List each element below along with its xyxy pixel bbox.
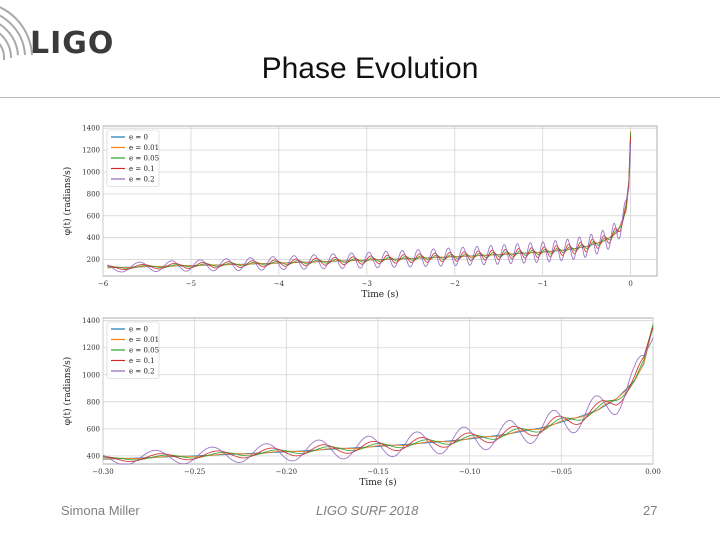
title-divider	[0, 97, 720, 98]
legend-label: e = 0.05	[129, 347, 159, 355]
x-tick-label: −4	[274, 280, 285, 288]
legend-box	[106, 321, 160, 379]
y-tick-label: 1000	[82, 168, 100, 176]
x-tick-label: −3	[362, 280, 372, 288]
legend-label: e = 0.2	[129, 368, 155, 376]
series-line-4	[107, 142, 632, 273]
legend-label: e = 0.01	[129, 336, 159, 344]
legend-label: e = 0	[129, 134, 148, 142]
y-tick-label: 800	[87, 398, 100, 406]
x-tick-label: −0.10	[459, 468, 480, 476]
x-tick-label: −0.20	[276, 468, 297, 476]
series-line-4	[102, 337, 654, 465]
x-tick-label: −0.05	[551, 468, 572, 476]
x-tick-label: −2	[450, 280, 460, 288]
x-tick-label: 0	[628, 280, 632, 288]
legend-label: e = 0	[129, 326, 148, 334]
ligo-logo: LIGO	[30, 26, 115, 61]
x-tick-label: −1	[538, 280, 548, 288]
y-tick-label: 400	[87, 452, 100, 460]
series-line-3	[107, 136, 632, 271]
y-tick-label: 600	[87, 212, 100, 220]
y-tick-label: 800	[87, 190, 100, 198]
y-tick-label: 600	[87, 425, 100, 433]
ligo-logo-arcs-icon	[0, 6, 33, 61]
legend-box	[106, 129, 160, 187]
x-tick-label: −0.15	[367, 468, 388, 476]
x-tick-label: 0.00	[645, 468, 661, 476]
y-tick-label: 1200	[82, 147, 100, 155]
series-line-0	[102, 326, 654, 460]
x-axis-label: Time (s)	[359, 477, 396, 488]
y-axis-label: φ(t) (radians/s)	[62, 167, 73, 236]
y-tick-label: 200	[87, 256, 100, 264]
y-tick-label: 1400	[82, 317, 100, 325]
x-axis-label: Time (s)	[361, 289, 398, 300]
legend-label: e = 0.1	[129, 357, 155, 365]
y-tick-label: 400	[87, 234, 100, 242]
legend-label: e = 0.2	[129, 176, 155, 184]
legend-label: e = 0.1	[129, 165, 155, 173]
x-tick-label: −0.30	[92, 468, 113, 476]
slide-title: Phase Evolution	[261, 52, 479, 85]
phase-evolution-zoom-chart: −0.30 −0.25 −0.20 −0.15 −0.10 −0.05 0.00 400 600…	[62, 317, 661, 488]
x-tick-label: −6	[98, 280, 109, 288]
y-tick-label: 1400	[82, 125, 100, 133]
page-number: 27	[643, 503, 658, 518]
y-tick-label: 1000	[82, 371, 100, 379]
footer-event: LIGO SURF 2018	[316, 503, 419, 518]
x-tick-label: −5	[186, 280, 196, 288]
legend-label: e = 0.05	[129, 155, 159, 163]
phase-evolution-full-chart: −6 −5 −4 −3 −2 −1 0 200 400 600 800 1000 1200 1400 Tim…	[62, 125, 658, 300]
legend-label: e = 0.01	[129, 144, 159, 152]
y-axis-label: φ(t) (radians/s)	[62, 357, 73, 426]
x-tick-label: −0.25	[184, 468, 205, 476]
y-tick-label: 1200	[82, 344, 100, 352]
footer-author: Simona Miller	[61, 503, 140, 518]
series-line-1	[102, 324, 654, 460]
